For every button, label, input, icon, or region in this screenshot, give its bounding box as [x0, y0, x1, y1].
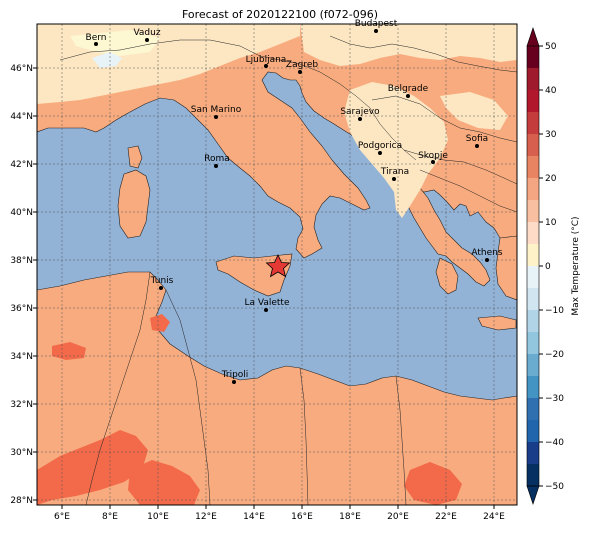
lat-label: 36°N [10, 304, 33, 314]
city-label: Bern [86, 33, 107, 43]
lat-label: 32°N [10, 400, 33, 410]
colorbar-segment [527, 398, 539, 420]
colorbar-segment [527, 134, 539, 156]
hot-patch-libya [52, 342, 86, 360]
map-frame [36, 23, 518, 506]
city-label: Tirana [380, 167, 409, 177]
mild-greece-north [440, 92, 508, 130]
lat-label: 44°N [10, 112, 33, 122]
colorbar-tick-label: 40 [545, 86, 557, 96]
land-greece [403, 179, 491, 287]
colorbar-segment [527, 376, 539, 398]
lat-axis: 46°N 44°N 42°N 40°N 38°N 36°N 34°N 32°N … [10, 64, 37, 506]
lon-label: 16°E [291, 512, 313, 522]
lon-axis: 6°E 8°E 10°E 12°E 14°E 16°E 18°E 20°E 22… [54, 505, 505, 522]
colorbar-segment [527, 90, 539, 112]
lon-label: 10°E [147, 512, 169, 522]
lat-label: 40°N [10, 208, 33, 218]
colorbar-label: Max Temperature (°C) [571, 216, 581, 315]
land-turkey [495, 235, 517, 301]
lon-label: 8°E [102, 512, 118, 522]
colorbar-tick-label: 30 [545, 130, 557, 140]
colorbar-segment [527, 200, 539, 222]
colorbar-segment [527, 178, 539, 200]
colorbar [526, 27, 540, 505]
lon-label: 18°E [339, 512, 361, 522]
colorbar-tick-label: 20 [545, 174, 557, 184]
colorbar-ticks: 50 40 30 20 10 0 −10 −20 −30 −40 −50 [539, 42, 564, 492]
colorbar-tick-label: 10 [545, 218, 557, 228]
colorbar-segment [527, 354, 539, 376]
colorbar-tick-label: 0 [545, 262, 551, 272]
colorbar-segment [527, 68, 539, 90]
colorbar-tick-label: −50 [545, 482, 564, 492]
city-label: Skopje [418, 151, 448, 161]
colorbar-tick-label: −20 [545, 350, 564, 360]
city-label: Tunis [150, 276, 174, 286]
city-label: Tripoli [221, 370, 249, 380]
colorbar-segment [527, 442, 539, 464]
hot-patch-east [404, 462, 462, 505]
map-title: Forecast of 2020122100 (f072-096) [182, 8, 378, 21]
city-dots [94, 29, 489, 384]
city-label: Zagreb [286, 60, 318, 70]
land-corsica [127, 145, 143, 169]
city-label: Belgrade [388, 84, 429, 94]
colorbar-tick-label: −10 [545, 306, 564, 316]
lat-label: 38°N [10, 256, 33, 266]
city-label: Vaduz [133, 28, 160, 38]
colorbar-segment [527, 112, 539, 134]
lat-label: 46°N [10, 64, 33, 74]
cool-patch [70, 30, 160, 56]
lon-label: 14°E [243, 512, 265, 522]
lat-label: 34°N [10, 352, 33, 362]
city-label: La Valette [245, 298, 290, 308]
colorbar-tick-label: −30 [545, 394, 564, 404]
colorbar-segment [527, 310, 539, 332]
city-label: San Marino [191, 105, 242, 115]
gridlines [37, 24, 517, 505]
lon-label: 6°E [54, 512, 70, 522]
city-label: Sarajevo [340, 107, 380, 117]
city-label: Athens [471, 248, 502, 258]
snow-patch [92, 52, 122, 68]
lat-label: 30°N [10, 448, 33, 458]
lon-label: 20°E [387, 512, 409, 522]
colorbar-segment [527, 332, 539, 354]
colorbar-segment [527, 156, 539, 178]
colorbar-tick-label: 50 [545, 42, 557, 52]
lat-label: 28°N [10, 496, 33, 506]
city-label: Roma [204, 154, 230, 164]
land-sardinia [117, 169, 151, 239]
city-label: Ljubljana [246, 55, 287, 65]
land-peloponnese [435, 257, 459, 295]
colorbar-tick-label: −40 [545, 438, 564, 448]
lon-label: 22°E [435, 512, 457, 522]
hot-patch-tunisia [150, 314, 170, 332]
hot-patch-mid [128, 460, 200, 505]
colorbar-segment [527, 420, 539, 442]
city-label: Podgorica [358, 141, 402, 151]
colorbar-segment [527, 222, 539, 244]
lon-label: 24°E [483, 512, 505, 522]
colorbar-segment [527, 266, 539, 288]
city-label: Sofia [466, 134, 488, 144]
colorbar-segment [527, 46, 539, 68]
colorbar-bottom-arrow [526, 485, 540, 505]
lat-label: 42°N [10, 160, 33, 170]
colorbar-segment [527, 288, 539, 310]
land-crete [477, 315, 517, 331]
map-area [37, 24, 517, 505]
lon-label: 12°E [195, 512, 217, 522]
star-marker [265, 254, 291, 278]
colorbar-top-arrow [526, 27, 540, 47]
hot-patch-west [37, 430, 148, 505]
colorbar-segment [527, 244, 539, 266]
mild-hungary [300, 24, 517, 66]
colorbar-segment [527, 464, 539, 486]
country-borders [59, 35, 517, 505]
